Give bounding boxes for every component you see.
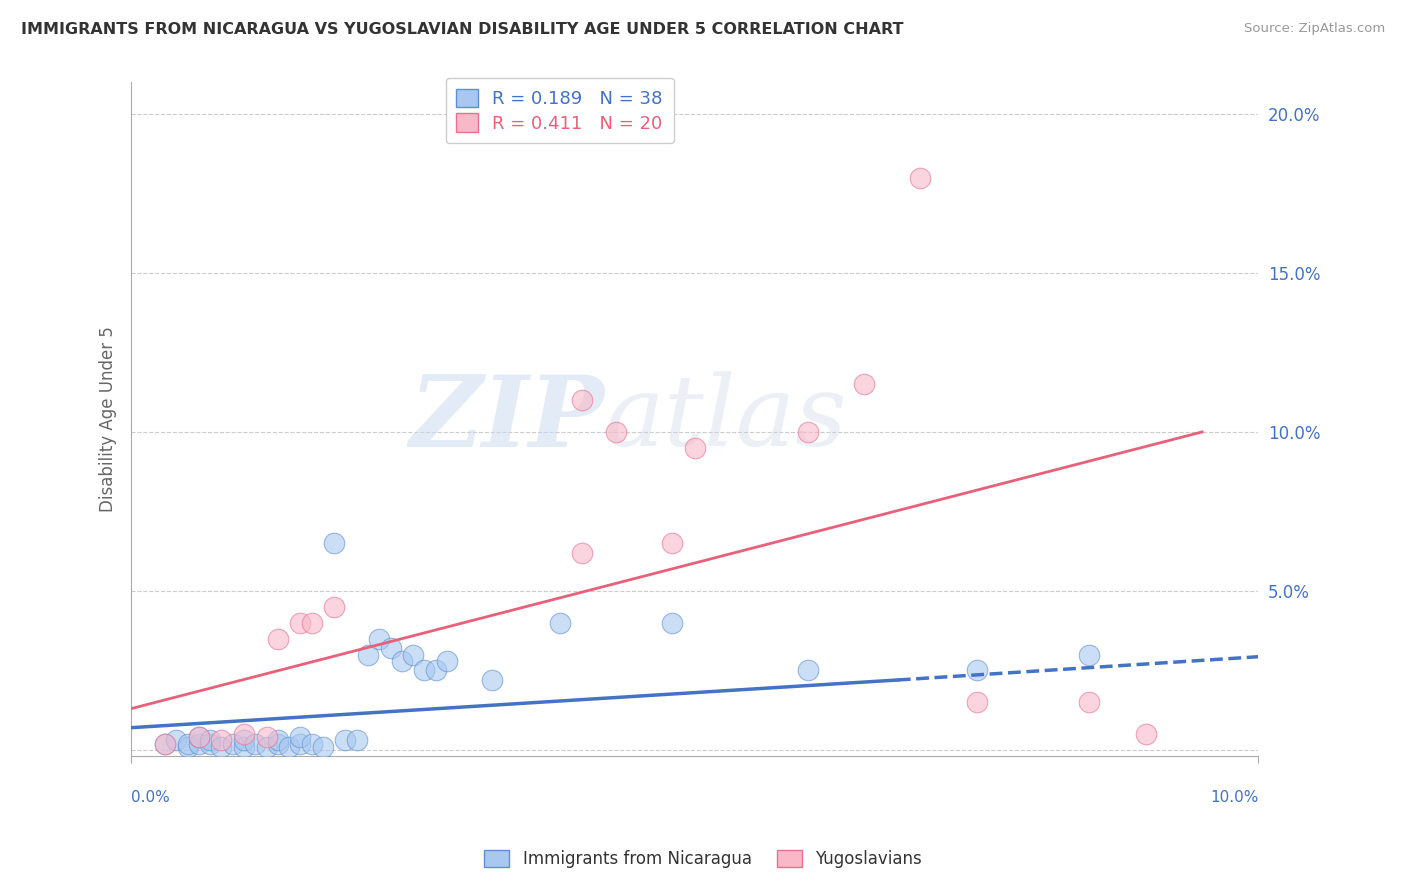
- Point: [661, 536, 683, 550]
- Point: [198, 737, 221, 751]
- Point: [571, 393, 593, 408]
- Text: 0.0%: 0.0%: [131, 790, 170, 805]
- Point: [796, 664, 818, 678]
- Point: [153, 737, 176, 751]
- Point: [233, 727, 256, 741]
- Point: [357, 648, 380, 662]
- Point: [176, 737, 198, 751]
- Point: [153, 737, 176, 751]
- Point: [852, 377, 875, 392]
- Point: [796, 425, 818, 439]
- Point: [605, 425, 627, 439]
- Point: [346, 733, 368, 747]
- Point: [301, 737, 323, 751]
- Text: 10.0%: 10.0%: [1211, 790, 1258, 805]
- Text: ZIP: ZIP: [409, 371, 605, 467]
- Point: [267, 632, 290, 646]
- Point: [1078, 695, 1101, 709]
- Y-axis label: Disability Age Under 5: Disability Age Under 5: [100, 326, 117, 512]
- Point: [548, 615, 571, 630]
- Point: [571, 546, 593, 560]
- Point: [176, 739, 198, 754]
- Text: Source: ZipAtlas.com: Source: ZipAtlas.com: [1244, 22, 1385, 36]
- Point: [335, 733, 357, 747]
- Point: [391, 654, 413, 668]
- Point: [966, 664, 988, 678]
- Point: [267, 733, 290, 747]
- Point: [966, 695, 988, 709]
- Point: [323, 599, 346, 614]
- Point: [413, 664, 436, 678]
- Point: [1078, 648, 1101, 662]
- Text: atlas: atlas: [605, 372, 848, 467]
- Point: [661, 615, 683, 630]
- Point: [1135, 727, 1157, 741]
- Point: [222, 737, 245, 751]
- Text: IMMIGRANTS FROM NICARAGUA VS YUGOSLAVIAN DISABILITY AGE UNDER 5 CORRELATION CHAR: IMMIGRANTS FROM NICARAGUA VS YUGOSLAVIAN…: [21, 22, 904, 37]
- Point: [198, 733, 221, 747]
- Point: [233, 733, 256, 747]
- Point: [402, 648, 425, 662]
- Point: [683, 441, 706, 455]
- Point: [233, 739, 256, 754]
- Point: [910, 170, 932, 185]
- Point: [425, 664, 447, 678]
- Point: [267, 737, 290, 751]
- Point: [290, 737, 312, 751]
- Point: [245, 737, 267, 751]
- Point: [436, 654, 458, 668]
- Legend: R = 0.189   N = 38, R = 0.411   N = 20: R = 0.189 N = 38, R = 0.411 N = 20: [446, 78, 673, 144]
- Point: [187, 730, 209, 744]
- Point: [209, 733, 232, 747]
- Point: [290, 730, 312, 744]
- Point: [256, 739, 278, 754]
- Point: [256, 730, 278, 744]
- Point: [312, 739, 335, 754]
- Point: [278, 739, 301, 754]
- Point: [187, 730, 209, 744]
- Point: [368, 632, 391, 646]
- Point: [290, 615, 312, 630]
- Point: [187, 737, 209, 751]
- Point: [323, 536, 346, 550]
- Point: [380, 641, 402, 656]
- Point: [165, 733, 187, 747]
- Legend: Immigrants from Nicaragua, Yugoslavians: Immigrants from Nicaragua, Yugoslavians: [478, 843, 928, 875]
- Point: [301, 615, 323, 630]
- Point: [481, 673, 503, 687]
- Point: [209, 739, 232, 754]
